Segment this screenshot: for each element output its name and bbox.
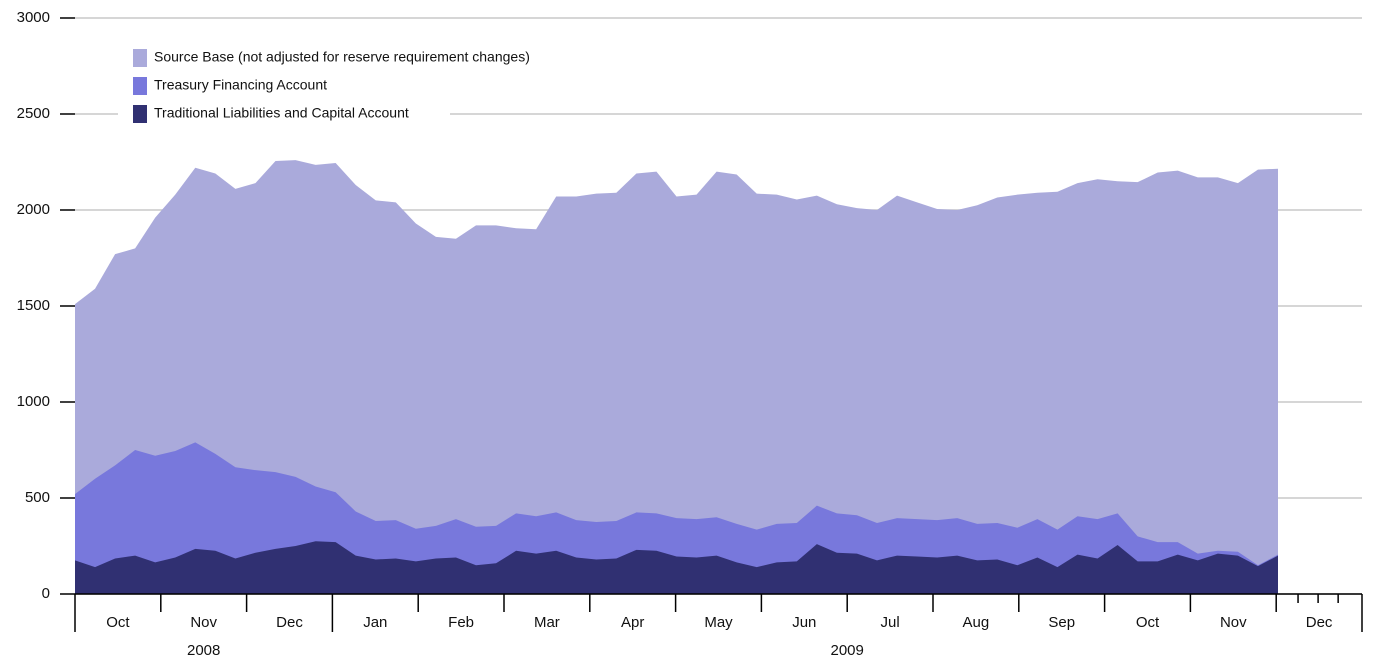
x-tick-label: Oct (1136, 614, 1160, 631)
area (75, 160, 1278, 594)
legend-box (118, 40, 450, 128)
x-tick-label: Oct (106, 614, 130, 631)
x-tick-label: Jan (363, 614, 387, 631)
y-tick-label: 2500 (17, 105, 50, 122)
legend-label: Source Base (not adjusted for reserve re… (154, 49, 530, 65)
y-tick-label: 1000 (17, 393, 50, 410)
x-tick-label: Nov (1220, 614, 1247, 631)
x-tick-label: Jun (792, 614, 816, 631)
x-tick-label: Dec (1306, 614, 1333, 631)
y-tick-label: 500 (25, 489, 50, 506)
area (75, 541, 1278, 594)
y-tick-label: 0 (42, 585, 50, 602)
x-tick-label: Mar (534, 614, 560, 631)
x-tick-label: Dec (276, 614, 303, 631)
y-tick-label: 1500 (17, 297, 50, 314)
area (75, 442, 1278, 594)
legend-swatch (133, 77, 147, 95)
legend-label: Treasury Financing Account (154, 77, 327, 93)
legend-swatch (133, 49, 147, 67)
x-tick-label: Aug (963, 614, 990, 631)
x-tick-label: Feb (448, 614, 474, 631)
y-tick-label: 3000 (17, 9, 50, 26)
x-tick-label: Jul (881, 614, 900, 631)
x-tick-label: Apr (621, 614, 644, 631)
x-tick-label: Sep (1048, 614, 1075, 631)
x-tick-label: Nov (190, 614, 217, 631)
legend-swatch (133, 105, 147, 123)
year-label: 2009 (831, 642, 864, 659)
year-label: 2008 (187, 642, 220, 659)
legend-label: Traditional Liabilities and Capital Acco… (154, 105, 409, 121)
x-tick-label: May (704, 614, 733, 631)
y-tick-label: 2000 (17, 201, 50, 218)
